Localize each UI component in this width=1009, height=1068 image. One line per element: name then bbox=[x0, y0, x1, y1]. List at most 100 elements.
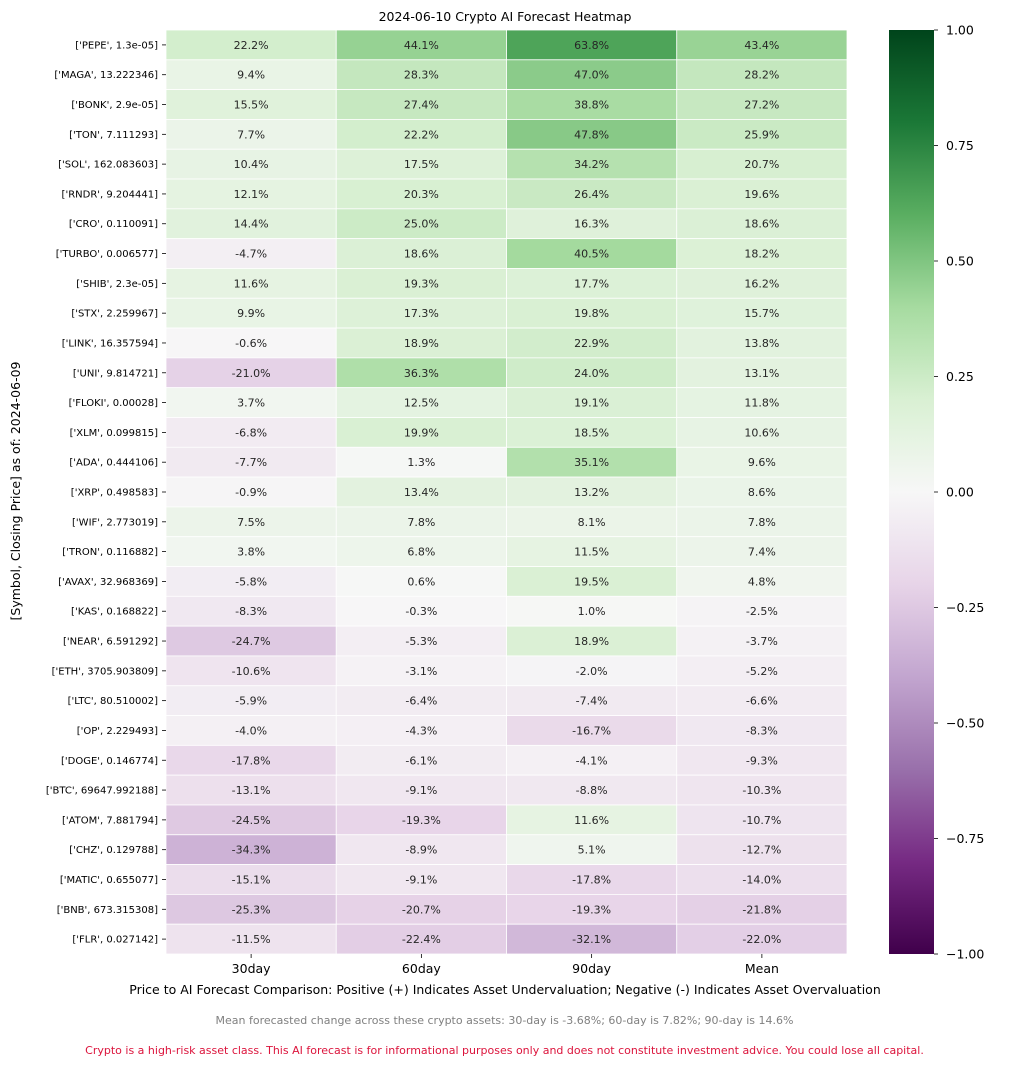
cell-value-label: 47.8% bbox=[574, 128, 609, 141]
heatmap-cell bbox=[676, 804, 848, 836]
heatmap-cell bbox=[506, 297, 678, 329]
row-label: ['AVAX', 32.968369] bbox=[58, 577, 158, 588]
row-label: ['STX', 2.259967] bbox=[71, 309, 158, 320]
cell-value-label: 3.8% bbox=[237, 546, 265, 559]
heatmap-cell bbox=[506, 387, 678, 418]
cell-value-label: 19.8% bbox=[574, 307, 609, 320]
cell-value-label: 38.8% bbox=[574, 99, 609, 112]
cell-value-label: -7.7% bbox=[235, 456, 267, 469]
cell-value-label: 7.8% bbox=[407, 516, 435, 529]
cell-value-label: 7.7% bbox=[237, 128, 265, 141]
heatmap-cell bbox=[506, 893, 678, 925]
cell-value-label: 22.9% bbox=[574, 337, 609, 350]
heatmap-cell bbox=[676, 327, 848, 359]
cell-value-label: 19.3% bbox=[404, 277, 439, 290]
heatmap-cell bbox=[506, 208, 678, 240]
heatmap-cell bbox=[676, 923, 848, 955]
cell-value-label: 12.5% bbox=[404, 397, 439, 410]
heatmap-cell bbox=[506, 804, 678, 836]
cell-value-label: 20.3% bbox=[404, 188, 439, 201]
row-label: ['CHZ', 0.129788] bbox=[69, 845, 158, 856]
cell-value-label: 19.1% bbox=[574, 397, 609, 410]
cell-value-label: 35.1% bbox=[574, 456, 609, 469]
cell-value-label: -10.3% bbox=[742, 784, 781, 797]
cell-value-label: -14.0% bbox=[742, 873, 781, 886]
row-label: ['RNDR', 9.204441] bbox=[62, 189, 159, 200]
heatmap-cell bbox=[676, 178, 848, 210]
heatmap-cell bbox=[506, 864, 678, 895]
row-label: ['FLR', 0.027142] bbox=[72, 935, 158, 946]
column-label: 60day bbox=[402, 961, 442, 976]
cell-value-label: 3.7% bbox=[237, 397, 265, 410]
cell-value-label: 13.4% bbox=[404, 486, 439, 499]
heatmap-cell bbox=[165, 864, 337, 895]
heatmap-cell bbox=[335, 774, 507, 806]
column-label: 90day bbox=[572, 961, 612, 976]
heatmap-cell bbox=[506, 417, 678, 448]
row-label: ['BONK', 2.9e-05] bbox=[71, 100, 158, 111]
colorbar-tick-label: −0.75 bbox=[946, 831, 984, 846]
cell-value-label: 26.4% bbox=[574, 188, 609, 201]
heatmap-cell bbox=[165, 595, 337, 627]
cell-value-label: 11.6% bbox=[234, 277, 269, 290]
heatmap-cell bbox=[335, 506, 507, 538]
cell-value-label: -9.1% bbox=[405, 784, 437, 797]
colorbar-tick-label: 0.50 bbox=[946, 254, 974, 269]
cell-value-label: 18.2% bbox=[744, 248, 779, 261]
colorbar-tick-label: 0.25 bbox=[946, 369, 974, 384]
cell-value-label: -17.8% bbox=[572, 873, 611, 886]
cell-value-label: 17.7% bbox=[574, 277, 609, 290]
cell-value-label: -10.6% bbox=[232, 665, 271, 678]
heatmap-cell bbox=[335, 834, 507, 865]
cell-value-label: 6.8% bbox=[407, 546, 435, 559]
cell-value-label: -0.3% bbox=[405, 605, 437, 618]
heatmap-cell bbox=[676, 208, 848, 240]
heatmap-cell bbox=[676, 774, 848, 806]
heatmap-cell bbox=[676, 595, 848, 627]
cell-value-label: 18.5% bbox=[574, 426, 609, 439]
row-label: ['MAGA', 13.222346] bbox=[54, 70, 158, 81]
heatmap-cell bbox=[165, 208, 337, 240]
cell-value-label: -5.2% bbox=[746, 665, 778, 678]
cell-value-label: 10.6% bbox=[744, 426, 779, 439]
cell-value-label: -4.0% bbox=[235, 724, 267, 737]
cell-value-label: -22.0% bbox=[742, 933, 781, 946]
cell-value-label: 1.0% bbox=[578, 605, 606, 618]
cell-value-label: -0.6% bbox=[235, 337, 267, 350]
cell-value-label: -21.0% bbox=[232, 367, 271, 380]
column-labels: 30day 60day 90day Mean bbox=[232, 954, 779, 976]
heatmap-cell bbox=[676, 89, 848, 120]
heatmap-cell bbox=[165, 685, 337, 716]
heatmap-cell bbox=[676, 297, 848, 329]
cell-value-label: -25.3% bbox=[232, 903, 271, 916]
cell-value-label: -8.3% bbox=[746, 724, 778, 737]
row-label: ['NEAR', 6.591292] bbox=[63, 637, 158, 648]
heatmap-cell bbox=[506, 148, 678, 180]
cell-value-label: 19.6% bbox=[744, 188, 779, 201]
cell-value-label: 7.8% bbox=[748, 516, 776, 529]
colorbar-tick-label: −0.50 bbox=[946, 716, 984, 731]
heatmap-cell bbox=[165, 923, 337, 955]
cell-value-label: -5.8% bbox=[235, 575, 267, 588]
cell-value-label: 8.6% bbox=[748, 486, 776, 499]
heatmap-cell bbox=[676, 148, 848, 180]
heatmap-cell bbox=[335, 178, 507, 210]
heatmap-cell bbox=[506, 29, 678, 61]
cell-value-label: 18.9% bbox=[574, 635, 609, 648]
cell-value-label: -6.6% bbox=[746, 695, 778, 708]
cell-value-label: 18.6% bbox=[744, 218, 779, 231]
cell-value-label: -7.4% bbox=[576, 695, 608, 708]
heatmap-cell bbox=[676, 506, 848, 538]
heatmap-cell bbox=[165, 357, 337, 389]
cell-value-label: 13.2% bbox=[574, 486, 609, 499]
heatmap-cell bbox=[676, 29, 848, 61]
cell-value-label: -19.3% bbox=[402, 814, 441, 827]
row-label: ['PEPE', 1.3e-05] bbox=[75, 40, 158, 51]
cell-value-label: 22.2% bbox=[234, 39, 269, 52]
cell-value-label: -22.4% bbox=[402, 933, 441, 946]
cell-value-label: -20.7% bbox=[402, 903, 441, 916]
heatmap-cell bbox=[506, 446, 678, 478]
heatmap-cell bbox=[335, 357, 507, 389]
heatmap-cell bbox=[676, 685, 848, 716]
